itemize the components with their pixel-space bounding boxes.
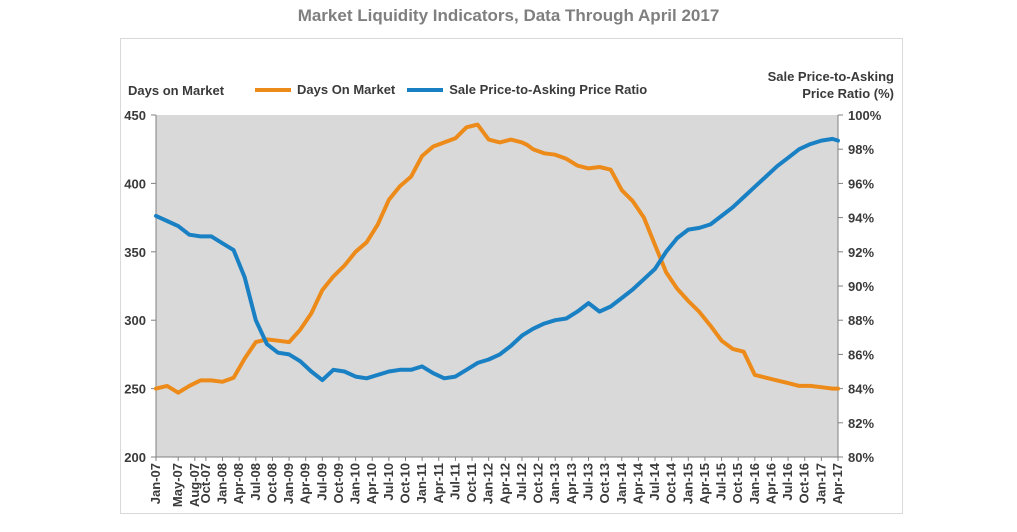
x-tick-label: Oct-15 bbox=[730, 463, 745, 503]
x-tick-label: Jan-16 bbox=[747, 463, 762, 504]
right-tick-label: 84% bbox=[848, 382, 874, 397]
x-tick-label: Jul-09 bbox=[314, 463, 329, 501]
x-tick-label: Oct-11 bbox=[464, 463, 479, 503]
x-tick-label: Jan-13 bbox=[547, 463, 562, 504]
right-tick-label: 96% bbox=[848, 176, 874, 191]
x-tick-label: Oct-10 bbox=[398, 463, 413, 503]
x-tick-label: Jul-08 bbox=[248, 463, 263, 501]
left-tick-label: 350 bbox=[124, 245, 146, 260]
x-tick-label: Apr-08 bbox=[231, 463, 246, 504]
right-tick-label: 92% bbox=[848, 245, 874, 260]
left-tick-label: 250 bbox=[124, 382, 146, 397]
x-tick-label: Apr-09 bbox=[298, 463, 313, 504]
legend-swatch-blue bbox=[407, 87, 444, 92]
left-tick-label: 300 bbox=[124, 313, 146, 328]
right-axis-label: Sale Price-to-Asking Price Ratio (%) bbox=[768, 68, 894, 102]
left-tick-label: 450 bbox=[124, 108, 146, 123]
x-tick-label: Oct-16 bbox=[797, 463, 812, 503]
x-tick-label: Jan-10 bbox=[348, 463, 363, 504]
x-tick-label: Oct-09 bbox=[331, 463, 346, 503]
right-tick-label: 80% bbox=[848, 450, 874, 465]
x-tick-label: Apr-12 bbox=[497, 463, 512, 504]
right-axis-label-line2: Price Ratio (%) bbox=[802, 86, 894, 101]
legend-item-days-on-market: Days On Market bbox=[255, 82, 395, 97]
left-axis-label: Days on Market bbox=[128, 83, 225, 98]
x-tick-label: Aug-07 bbox=[187, 463, 202, 507]
x-tick-label: Jul-16 bbox=[780, 463, 795, 501]
right-tick-label: 98% bbox=[848, 142, 874, 157]
x-tick-label: Apr-15 bbox=[697, 463, 712, 504]
x-tick-label: Jan-17 bbox=[813, 463, 828, 504]
price-ratio-line bbox=[154, 136, 840, 383]
x-tick-label: Jan-12 bbox=[481, 463, 496, 504]
x-tick-label: Apr-10 bbox=[364, 463, 379, 504]
x-tick-label: Apr-11 bbox=[431, 463, 446, 503]
x-tick-label: May-07 bbox=[170, 463, 185, 507]
left-tick-label: 200 bbox=[124, 450, 146, 465]
x-tick-label: Jul-13 bbox=[580, 463, 595, 501]
chart-title: Market Liquidity Indicators, Data Throug… bbox=[297, 6, 720, 25]
right-tick-label: 90% bbox=[848, 279, 874, 294]
x-tick-label: Jul-10 bbox=[381, 463, 396, 501]
x-tick-label: Oct-14 bbox=[664, 462, 679, 503]
legend-label-price-ratio: Sale Price-to-Asking Price Ratio bbox=[449, 82, 648, 97]
x-tick-label: Apr-17 bbox=[830, 463, 845, 504]
x-tick-label: Jan-14 bbox=[614, 462, 629, 504]
x-tick-label: Oct-13 bbox=[597, 463, 612, 503]
x-tick-label: Jul-15 bbox=[714, 463, 729, 501]
days-on-market-line bbox=[154, 122, 840, 395]
x-tick-label: Jan-07 bbox=[148, 463, 163, 504]
x-tick-label: Jan-11 bbox=[414, 463, 429, 503]
legend: Days On Market Sale Price-to-Asking Pric… bbox=[255, 82, 659, 97]
left-tick-label: 400 bbox=[124, 176, 146, 191]
x-tick-label: Jan-08 bbox=[215, 463, 230, 504]
x-tick-label: Apr-13 bbox=[564, 463, 579, 504]
x-tick-label: Jan-15 bbox=[680, 463, 695, 504]
right-tick-label: 88% bbox=[848, 313, 874, 328]
x-tick-label: Jul-14 bbox=[647, 462, 662, 500]
right-tick-label: 82% bbox=[848, 416, 874, 431]
chart-frame bbox=[120, 38, 903, 514]
legend-swatch-orange bbox=[255, 87, 291, 92]
x-tick-label: Oct-08 bbox=[264, 463, 279, 503]
right-axis-label-line1: Sale Price-to-Asking bbox=[767, 69, 894, 84]
x-tick-label: Oct-07 bbox=[198, 463, 213, 503]
x-tick-label: Oct-12 bbox=[531, 463, 546, 503]
right-tick-label: 86% bbox=[848, 347, 874, 362]
right-tick-label: 94% bbox=[848, 211, 874, 226]
legend-label-days-on-market: Days On Market bbox=[297, 82, 396, 97]
legend-item-price-ratio: Sale Price-to-Asking Price Ratio bbox=[407, 82, 647, 97]
x-tick-label: Jul-12 bbox=[514, 463, 529, 501]
x-tick-label: Apr-16 bbox=[763, 463, 778, 504]
x-tick-label: Apr-14 bbox=[630, 462, 645, 504]
plot-area bbox=[156, 115, 838, 457]
x-tick-label: Jan-09 bbox=[281, 463, 296, 504]
x-tick-label: Jul-11 bbox=[447, 463, 462, 500]
right-tick-label: 100% bbox=[848, 108, 882, 123]
